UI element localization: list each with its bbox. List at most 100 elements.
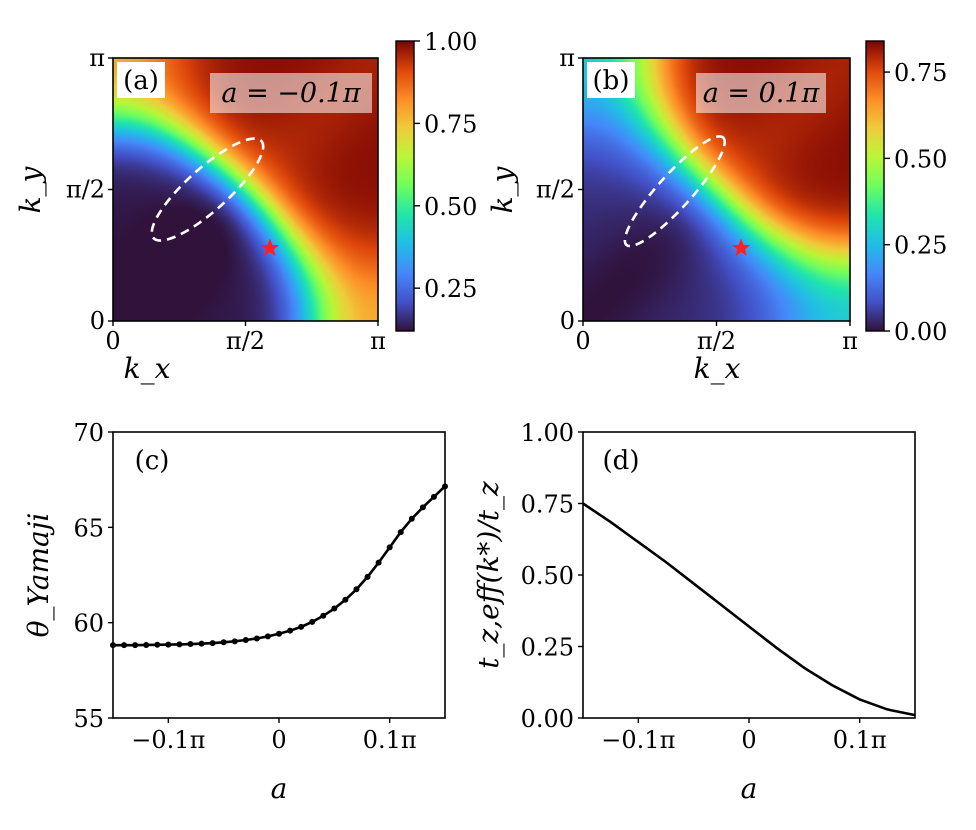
series-line-d [582,502,916,717]
y-tick-label: π [89,44,105,72]
data-point [287,627,294,634]
data-point [154,641,161,648]
y-tick-label: π/2 [536,175,575,203]
y-axis-label-b: k_y [486,165,519,213]
x-tick-label: 0.1π [363,726,417,754]
x-axis-label-b: k_x [694,352,741,385]
y-tick-label: π/2 [66,175,105,203]
annotation-bg-b [696,73,826,113]
data-point [342,596,349,603]
panel-label-a: (a) [123,66,159,96]
fermi-pocket-contour-a [150,137,265,242]
data-point [231,638,238,645]
data-point [242,637,249,644]
x-tick-label: 0.1π [833,726,887,754]
y-axis-label-c: θ_Yamaji [22,513,55,638]
data-point [419,504,426,511]
x-tick-label: 0 [105,327,120,355]
y-tick-label: 0.50 [521,562,574,590]
colorbar-tick-label: 0.75 [894,59,947,87]
panel-c: (c) −0.1π 0 0.1π 55 60 65 70 a θ_Yamaji [22,419,448,805]
x-axis-label-a: k_x [124,352,171,385]
colorbar-tick-label: 1.00 [424,28,477,56]
x-tick-label: π/2 [226,327,265,355]
fermi-pocket-contour-b [623,135,727,248]
y-tick-label: 0 [560,307,575,335]
y-tick-label: 60 [73,610,104,638]
data-point [353,586,360,593]
data-point [331,605,338,612]
x-tick-label: π [370,327,386,355]
series-line-c [113,485,446,647]
star-marker-a [260,238,280,257]
data-point [110,642,116,649]
x-axis-label-d: a [741,772,758,805]
data-point [143,641,150,648]
data-point [442,483,448,490]
panel-b: (b) a = 0.1π 0 π/2 π 0 π/2 π k_x k_y 0.00 0.25… [486,40,947,385]
y-tick-label: 0 [90,307,105,335]
colorbar-tick-label: 0.25 [424,275,477,303]
data-point [408,515,415,522]
data-point [209,640,216,647]
panel-label-d: (d) [603,446,640,476]
panel-a: (a) a = −0.1π 0 π/2 π 0 π/2 π k_x k_y 0.25 0.5… [14,28,477,385]
colorbar-frame-b [865,40,885,332]
data-point [187,641,194,648]
data-point [298,623,305,630]
data-point [176,641,183,648]
panel-label-b: (b) [593,66,630,96]
data-point [165,641,172,648]
annotation-a: a = −0.1π [221,78,361,109]
x-tick-label: −0.1π [601,726,675,754]
data-point [397,529,404,536]
axis-ticks-b: 0 π/2 π 0 π/2 π [536,44,858,355]
y-tick-label: 0.00 [521,705,574,733]
data-point [220,639,227,646]
axis-ticks-a: 0 π/2 π 0 π/2 π [66,44,386,355]
y-tick-label: 55 [73,705,104,733]
y-axis-label-d: t_z,eff(k*)/t_z [472,481,505,669]
panel-label-bg-a [117,62,165,98]
colorbar-tick-label: 0.50 [894,145,947,173]
x-tick-label: 0 [741,726,756,754]
data-point [309,618,316,625]
data-point [276,630,282,637]
y-tick-label: 70 [73,419,104,447]
colorbar-ticks-a: 0.25 0.50 0.75 1.00 [414,28,477,303]
colorbar-tick-label: 0.50 [424,193,477,221]
x-tick-label: −0.1π [131,726,205,754]
annotation-b: a = 0.1π [703,78,821,109]
data-point [198,640,205,647]
data-point [364,573,371,580]
y-axis-label-a: k_y [14,165,47,213]
panel-label-bg-b [587,62,635,98]
annotation-bg-a [210,73,372,113]
data-point [320,612,327,619]
colorbar-tick-label: 0.25 [894,232,947,260]
colorbar-b [866,41,884,331]
panel-d: (d) −0.1π 0 0.1π 0.00 0.25 0.50 0.75 1.00 a t_z… [472,419,916,805]
y-tick-label: 0.25 [521,634,574,662]
series-points-c [110,483,448,649]
data-point [375,559,382,566]
panel-label-c: (c) [135,446,170,476]
star-marker-b [731,238,751,257]
data-point [386,544,393,551]
x-tick-label: π [842,327,858,355]
data-point [253,635,260,642]
colorbar-frame-a [395,40,415,332]
data-point [132,642,139,649]
colorbar-a [396,41,414,331]
axis-ticks-d: −0.1π 0 0.1π 0.00 0.25 0.50 0.75 1.00 [521,419,887,754]
y-tick-label: 0.75 [521,491,574,519]
data-point [121,642,128,649]
x-tick-label: π/2 [697,327,736,355]
y-tick-label: 65 [73,514,104,542]
data-point [264,633,271,640]
colorbar-ticks-b: 0.00 0.25 0.50 0.75 [884,59,947,346]
data-point [430,493,437,500]
x-tick-label: 0 [575,327,590,355]
x-axis-label-c: a [271,772,288,805]
